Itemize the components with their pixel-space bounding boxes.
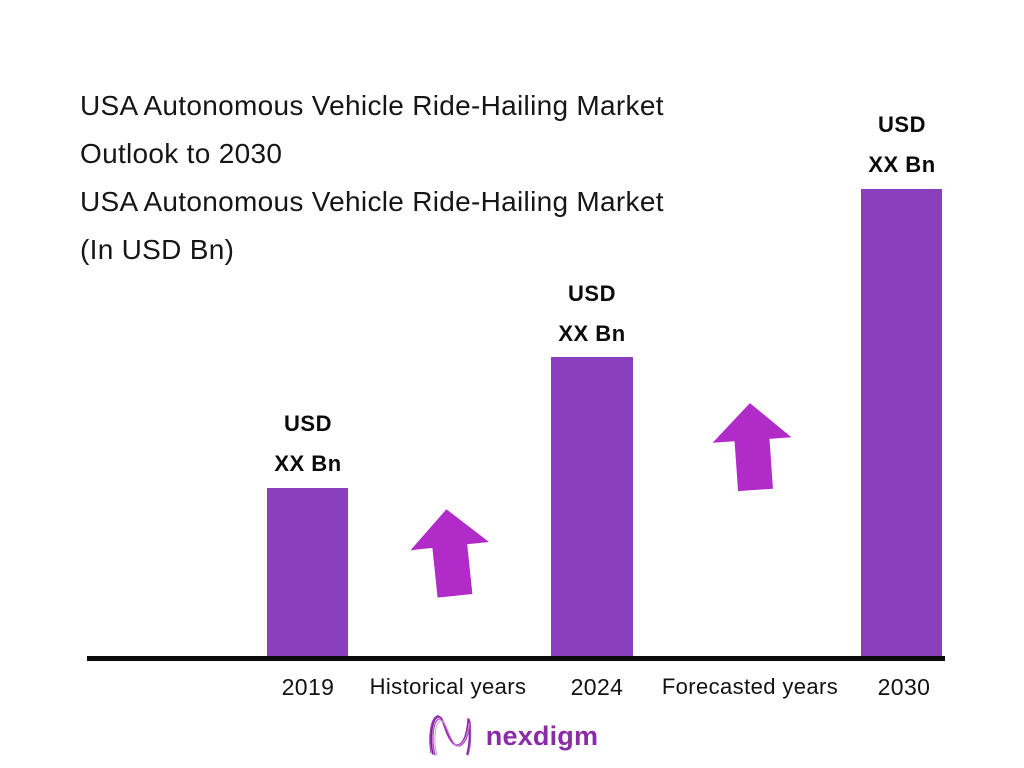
x-axis-label-2030: 2030	[877, 674, 931, 700]
bar-value-2030-amount: XX Bn	[868, 152, 936, 177]
bar-value-label-2030: USD XX Bn	[817, 105, 987, 185]
chart-subtitle: USA Autonomous Vehicle Ride-Hailing Mark…	[80, 178, 860, 274]
bar-2024	[551, 357, 633, 657]
bar-2019	[267, 488, 348, 657]
x-axis-label-2019: 2019	[281, 674, 335, 700]
chart-title-line2: Outlook to 2030	[80, 138, 283, 169]
x-axis-annotation-forecasted-years: Forecasted years	[661, 674, 839, 699]
bar-value-2024-amount: XX Bn	[558, 321, 626, 346]
x-axis-label-2024: 2024	[570, 674, 624, 700]
chart-title: USA Autonomous Vehicle Ride-Hailing Mark…	[80, 82, 860, 178]
chart-title-line1: USA Autonomous Vehicle Ride-Hailing Mark…	[80, 90, 664, 121]
bar-value-label-2024: USD XX Bn	[507, 274, 677, 354]
bar-value-2030-currency: USD	[878, 112, 926, 137]
nexdigm-logo: nexdigm	[0, 712, 1024, 760]
bar-value-2019-currency: USD	[284, 411, 332, 436]
x-axis-annotation-historical-years: Historical years	[369, 674, 527, 699]
bar-value-2019-amount: XX Bn	[274, 451, 342, 476]
bar-2030	[861, 189, 942, 657]
x-axis-line	[87, 656, 945, 661]
bar-value-label-2019: USD XX Bn	[223, 404, 393, 484]
up-arrow-icon-historical	[410, 509, 490, 598]
chart-subtitle-line2: (In USD Bn)	[80, 234, 235, 265]
nexdigm-logo-text: nexdigm	[485, 720, 599, 751]
nexdigm-wave-icon	[429, 715, 472, 756]
chart-subtitle-line1: USA Autonomous Vehicle Ride-Hailing Mark…	[80, 186, 664, 217]
bar-value-2024-currency: USD	[568, 281, 616, 306]
up-arrow-icon-forecasted	[712, 403, 792, 492]
